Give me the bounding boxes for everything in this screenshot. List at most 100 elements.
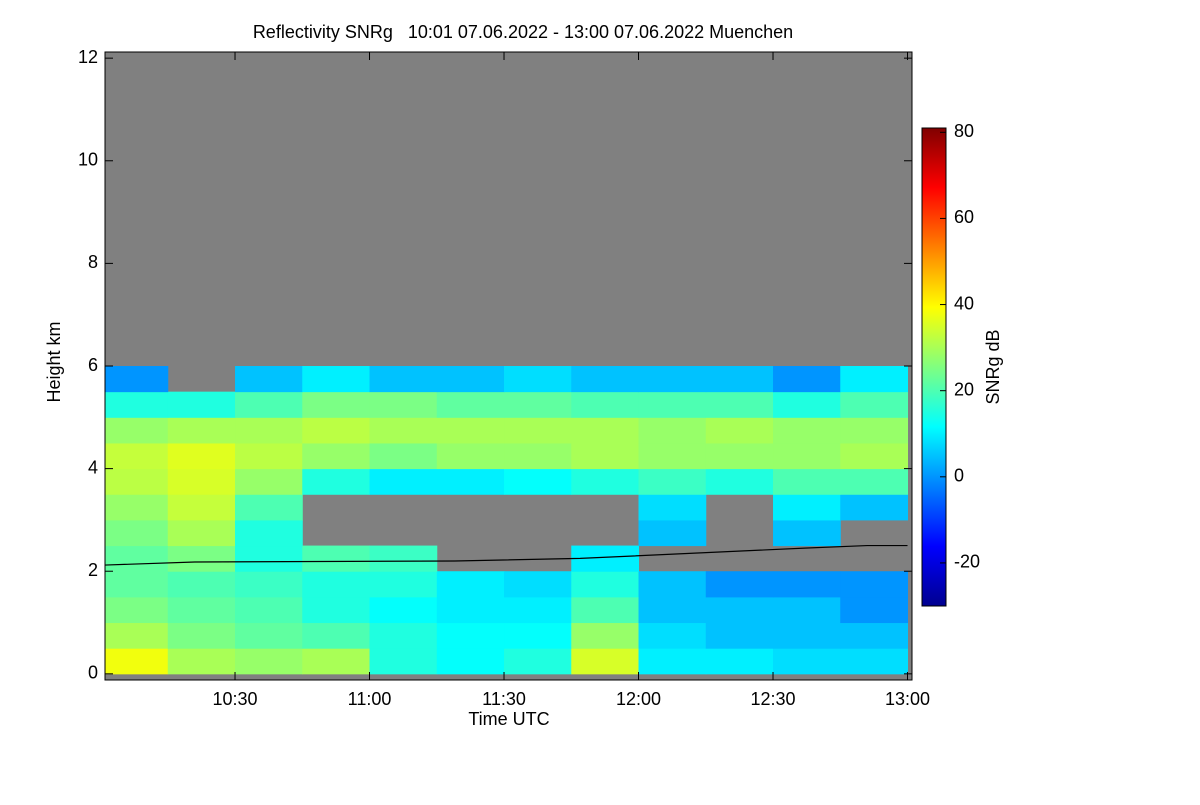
y-axis-label: Height km <box>44 321 64 402</box>
heatmap-cell <box>167 648 236 675</box>
x-tick-label: 11:00 <box>348 689 392 709</box>
heatmap-cell <box>638 494 707 521</box>
x-tick-label: 12:30 <box>750 689 795 709</box>
boundary-line <box>104 544 908 566</box>
heatmap-cell <box>105 417 169 444</box>
heatmap-cell <box>369 442 438 470</box>
heatmap-cell <box>105 519 169 547</box>
chart-title: Reflectivity SNRg 10:01 07.06.2022 - 13:… <box>253 22 793 42</box>
heatmap-cell <box>840 468 909 495</box>
heatmap-cell <box>436 622 505 649</box>
heatmap-cell <box>773 622 841 649</box>
heatmap-cell <box>105 494 169 521</box>
heatmap-cell <box>369 468 438 495</box>
heatmap-cell <box>105 366 169 393</box>
heatmap-cell <box>638 366 707 393</box>
heatmap-cell <box>369 596 438 624</box>
heatmap-cell <box>504 468 572 495</box>
heatmap-cell <box>436 442 505 470</box>
heatmap-cell <box>167 417 236 444</box>
heatmap-cell <box>840 442 909 470</box>
heatmap-cell <box>167 596 236 624</box>
x-axis-label: Time UTC <box>468 709 549 729</box>
heatmap-cell <box>773 519 841 547</box>
heatmap-cell <box>105 596 169 624</box>
heatmap-cell <box>571 648 640 675</box>
heatmap-cell <box>638 391 707 418</box>
heatmap-cell <box>167 391 236 418</box>
colorbar-tick-label: 20 <box>954 379 974 399</box>
heatmap-cell <box>302 648 371 675</box>
heatmap-cell <box>571 442 640 470</box>
heatmap-cell <box>436 648 505 675</box>
heatmap-cell <box>369 366 438 393</box>
x-tick-label: 12:00 <box>616 689 661 709</box>
heatmap-cell <box>105 571 169 598</box>
heatmap-cell <box>167 519 236 547</box>
heatmap-cell <box>638 648 707 675</box>
heatmap-cell <box>773 417 841 444</box>
y-tick-label: 0 <box>88 663 98 683</box>
heatmap-cell <box>436 468 505 495</box>
heatmap-cell <box>638 571 707 598</box>
heatmap-cell <box>840 417 909 444</box>
y-tick-label: 6 <box>88 355 98 375</box>
heatmap-cell <box>302 622 371 649</box>
heatmap-cell <box>235 494 303 521</box>
heatmap-cell <box>302 596 371 624</box>
heatmap-cell <box>773 494 841 521</box>
heatmap-cell <box>773 648 841 675</box>
heatmap-cell <box>436 571 505 598</box>
heatmap-cell <box>705 366 774 393</box>
colorbar-tick-label: 80 <box>954 121 974 141</box>
colorbar-tick-label: 60 <box>954 207 974 227</box>
heatmap-cell <box>302 442 371 470</box>
heatmap-cell <box>436 366 505 393</box>
y-tick-label: 12 <box>78 47 98 67</box>
heatmap-cell <box>369 545 438 572</box>
heatmap-cell <box>235 519 303 547</box>
heatmap-cell <box>302 417 371 444</box>
heatmap-cell <box>235 648 303 675</box>
heatmap-cell <box>840 596 909 624</box>
heatmap-cell <box>773 468 841 495</box>
heatmap-cell <box>302 571 371 598</box>
heatmap-cell <box>369 571 438 598</box>
heatmap-cell <box>705 417 774 444</box>
heatmap-cell <box>235 391 303 418</box>
heatmap-cell <box>167 571 236 598</box>
heatmap-cell <box>705 442 774 470</box>
heatmap-cell <box>638 417 707 444</box>
heatmap-cell <box>504 366 572 393</box>
heatmap-cell <box>235 545 303 572</box>
heatmap-cell <box>436 596 505 624</box>
heatmap-cell <box>504 571 572 598</box>
heatmap-cell <box>571 596 640 624</box>
heatmap-cell <box>105 648 169 675</box>
heatmap-cell <box>840 622 909 649</box>
heatmap-cell <box>504 442 572 470</box>
heatmap-cell <box>369 391 438 418</box>
heatmap-cell <box>436 417 505 444</box>
heatmap-cell <box>705 571 774 598</box>
heatmap-cell <box>167 545 236 572</box>
heatmap-cell <box>571 622 640 649</box>
x-tick-label: 13:00 <box>885 689 930 709</box>
heatmap-cell <box>571 468 640 495</box>
heatmap-cell <box>235 442 303 470</box>
heatmap-cell <box>105 468 169 495</box>
heatmap-cell <box>167 622 236 649</box>
heatmap-cell <box>571 391 640 418</box>
heatmap-cell <box>302 545 371 572</box>
heatmap-cell <box>638 622 707 649</box>
colorbar-tick-label: 0 <box>954 466 964 486</box>
heatmap-cell <box>638 519 707 547</box>
heatmap-cell <box>235 366 303 393</box>
heatmap-cell <box>840 571 909 598</box>
heatmap-cell <box>705 622 774 649</box>
heatmap-cell <box>705 596 774 624</box>
heatmap-cell <box>167 442 236 470</box>
heatmap-cell <box>369 648 438 675</box>
heatmap-cell <box>302 468 371 495</box>
